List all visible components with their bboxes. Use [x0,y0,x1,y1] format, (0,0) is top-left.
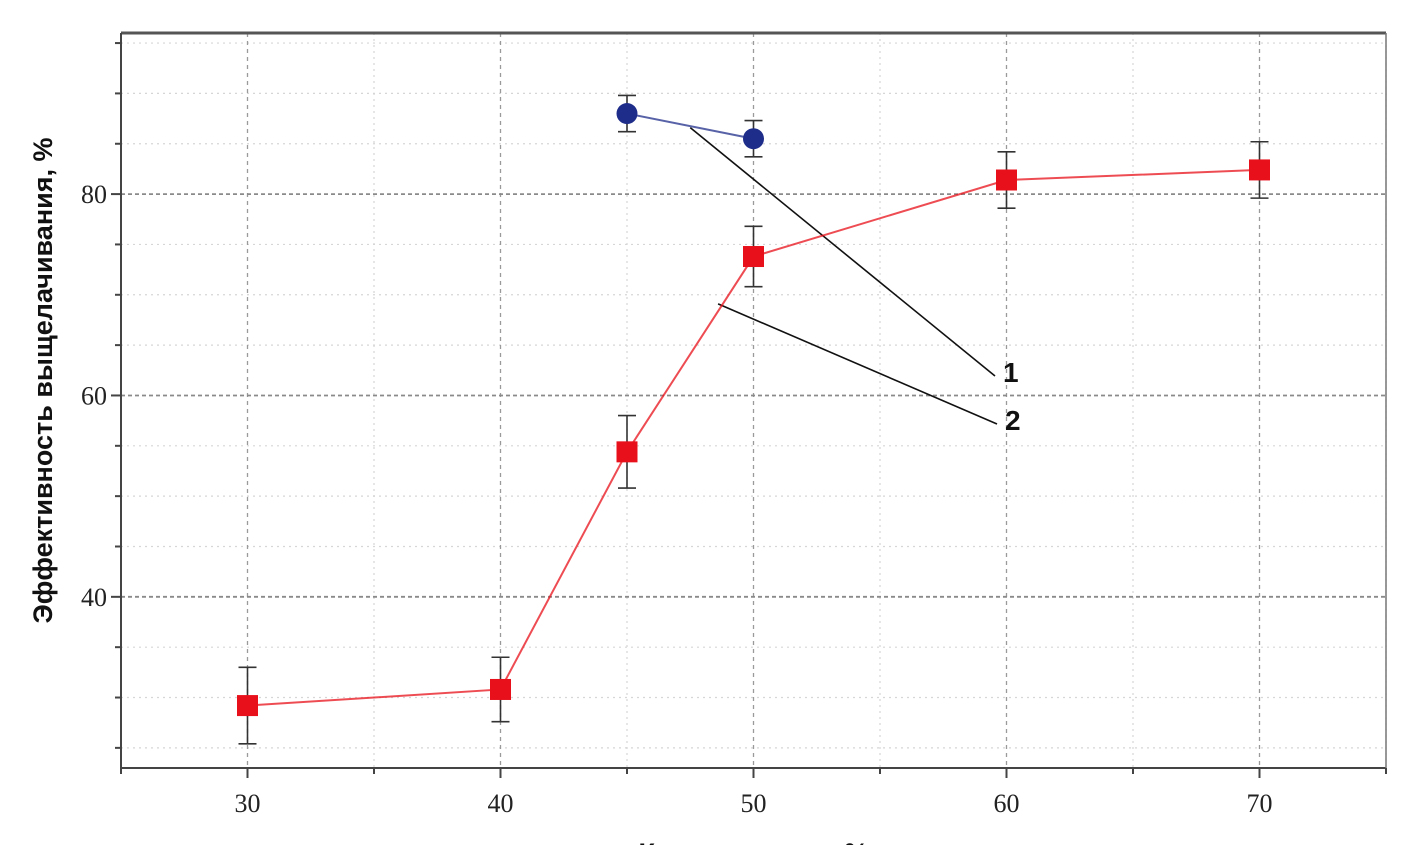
y-tick-label: 60 [81,381,107,410]
x-tick-label: 30 [235,789,261,818]
annotation-label-1: 1 [1003,357,1019,388]
y-tick-label: 80 [81,180,107,209]
annotation-leader-2 [717,303,998,425]
data-point-series-2 [1249,159,1270,181]
data-point-series-2 [490,678,511,700]
x-tick-label: 70 [1247,789,1273,818]
data-point-series-1 [743,128,764,150]
series-line-2 [247,168,1260,707]
x-tick-label: 50 [741,789,767,818]
series-line-1 [626,112,754,140]
x-axis-title: Концентрация, % [639,838,869,845]
data-point-series-2 [616,441,638,463]
y-axis-title: Эффективность выщелачивания, % [28,138,58,624]
data-point-series-1 [616,103,638,125]
data-point-series-2 [743,246,764,268]
annotation-label-2: 2 [1005,405,1021,436]
x-tick-label: 60 [994,789,1020,818]
y-tick-label: 40 [81,583,107,612]
data-point-series-2 [996,169,1017,191]
annotation-leader-1 [689,127,996,377]
data-point-series-2 [237,695,258,717]
x-tick-label: 40 [488,789,514,818]
